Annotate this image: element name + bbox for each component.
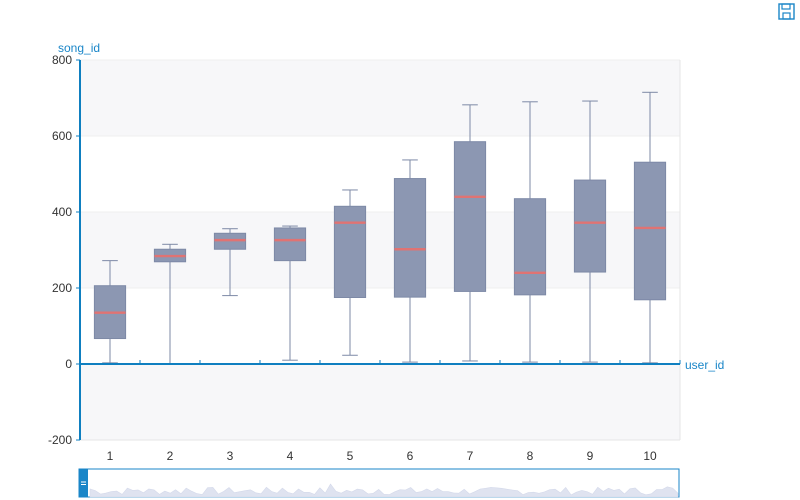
box-9 <box>573 100 607 363</box>
box-10 <box>633 91 667 364</box>
y-tick-label: -200 <box>48 433 72 447</box>
x-tick-label: 4 <box>287 449 294 463</box>
plot-background <box>80 59 681 441</box>
box-6 <box>393 159 427 363</box>
y-axis-label: song_id <box>58 41 100 55</box>
x-tick-label: 8 <box>527 449 534 463</box>
box-body <box>573 179 607 273</box>
x-tick-label: 5 <box>347 449 354 463</box>
y-tick-label: 400 <box>52 205 72 219</box>
box-body <box>633 161 667 301</box>
split-area-band <box>80 288 680 364</box>
box-5 <box>333 189 367 356</box>
x-tick-label: 1 <box>107 449 114 463</box>
x-tick-label: 6 <box>407 449 414 463</box>
x-tick-label: 2 <box>167 449 174 463</box>
box-7 <box>453 104 487 362</box>
y-tick-label: 200 <box>52 281 72 295</box>
data-zoom-slider[interactable] <box>78 468 680 498</box>
x-tick-label: 3 <box>227 449 234 463</box>
box-2 <box>153 243 187 365</box>
split-area-band <box>80 364 680 440</box>
box-1 <box>93 260 127 364</box>
x-tick-label: 10 <box>643 449 657 463</box>
split-area-band <box>80 60 680 136</box>
box-body <box>453 141 487 292</box>
x-tick-label: 7 <box>467 449 474 463</box>
slider-data-shadow <box>89 483 679 498</box>
x-axis-label: user_id <box>685 358 724 372</box>
y-tick-label: 600 <box>52 129 72 143</box>
y-tick-label: 0 <box>65 357 72 371</box>
y-axis-ticks: -200 0 200 400 600 800 <box>48 53 72 447</box>
axes <box>76 59 681 441</box>
box-3 <box>213 228 247 297</box>
box-body <box>333 205 367 298</box>
box-8 <box>513 101 547 363</box>
x-tick-label: 9 <box>587 449 594 463</box>
y-tick-label: 800 <box>52 53 72 67</box>
x-axis-ticks: 1 2 3 4 5 6 7 8 9 10 <box>107 449 657 463</box>
box-series <box>93 91 667 365</box>
box-body <box>393 178 427 298</box>
box-4 <box>273 225 307 361</box>
box-body <box>513 198 547 296</box>
box-body <box>273 227 307 262</box>
save-as-image-icon[interactable] <box>778 3 795 20</box>
slider-handle-left[interactable] <box>79 469 88 497</box>
